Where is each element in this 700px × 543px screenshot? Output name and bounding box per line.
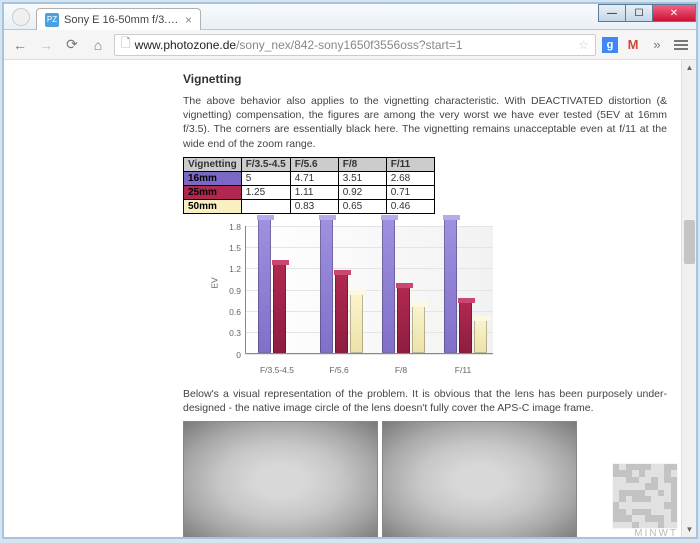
chart-bar xyxy=(320,219,333,353)
chart-ytick: 1.5 xyxy=(223,243,241,253)
chart-ytick: 0 xyxy=(223,350,241,360)
table-cell xyxy=(241,199,290,213)
vignetting-sample-image xyxy=(382,421,577,537)
chart-bar xyxy=(412,306,425,352)
browser-window: PZ Sony E 16-50mm f/3.5-5… × — ☐ ✕ ← → ⟳… xyxy=(2,2,698,539)
table-cell: 0.71 xyxy=(386,185,434,199)
table-cell: 0.65 xyxy=(338,199,386,213)
gmail-icon[interactable]: M xyxy=(624,36,642,54)
chart-bar xyxy=(474,320,487,353)
paragraph: The above behavior also applies to the v… xyxy=(183,94,667,151)
table-row-label: 25mm xyxy=(184,185,242,199)
article-content: Vignetting The above behavior also appli… xyxy=(169,60,681,537)
table-cell: 1.25 xyxy=(241,185,290,199)
section-heading: Vignetting xyxy=(183,72,667,86)
vertical-scrollbar[interactable]: ▲ ▼ xyxy=(681,60,696,537)
window-close-button[interactable]: ✕ xyxy=(652,4,696,22)
table-cell: 0.46 xyxy=(386,199,434,213)
vignetting-chart: EV 0 0.3 0.6 0.9 1.2 1.5 1.8 F/3.5-4.5F/5.6F/8… xyxy=(213,222,498,377)
window-minimize-button[interactable]: — xyxy=(598,4,626,22)
back-button[interactable]: ← xyxy=(10,35,30,55)
chart-bar xyxy=(397,287,410,352)
menu-icon[interactable] xyxy=(672,36,690,54)
scroll-down-arrow-icon[interactable]: ▼ xyxy=(682,522,696,537)
table-row: 16mm54.713.512.68 xyxy=(184,171,435,185)
table-cell: 0.92 xyxy=(338,185,386,199)
table-header-cell: F/5.6 xyxy=(290,157,338,171)
chart-ytick: 0.6 xyxy=(223,307,241,317)
chart-bar xyxy=(273,264,286,353)
table-cell: 1.11 xyxy=(290,185,338,199)
favicon-icon: PZ xyxy=(45,13,59,27)
window-maximize-button[interactable]: ☐ xyxy=(625,4,653,22)
chart-ytick: 0.3 xyxy=(223,328,241,338)
table-cell: 3.51 xyxy=(338,171,386,185)
chart-bar-group xyxy=(258,219,301,353)
url-domain: www.photozone.de xyxy=(135,38,236,52)
sample-image-block: 16mm f/3.5 xyxy=(183,421,378,537)
qr-watermark-icon xyxy=(612,463,678,529)
sample-image-block: 16mm f/11 xyxy=(382,421,577,537)
address-bar[interactable]: 🗋 www.photozone.de /sony_nex/842-sony165… xyxy=(114,34,596,56)
table-cell: 2.68 xyxy=(386,171,434,185)
table-header-cell: Vignetting xyxy=(184,157,242,171)
chart-ylabel: EV xyxy=(210,277,220,288)
chart-xtick: F/5.6 xyxy=(309,365,369,375)
chart-bar xyxy=(350,294,363,353)
chart-ytick: 1.8 xyxy=(223,222,241,232)
vignetting-sample-image xyxy=(183,421,378,537)
chart-ytick: 0.9 xyxy=(223,286,241,296)
chart-xtick: F/3.5-4.5 xyxy=(247,365,307,375)
sample-images-row: 16mm f/3.5 16mm f/11 xyxy=(183,421,667,537)
bookmark-star-icon[interactable]: ☆ xyxy=(578,38,589,52)
tab-close-icon[interactable]: × xyxy=(185,13,192,27)
table-header-cell: F/11 xyxy=(386,157,434,171)
watermark-text: MINWT xyxy=(634,528,678,539)
chart-bar-group xyxy=(320,219,363,353)
table-header-cell: F/8 xyxy=(338,157,386,171)
scroll-up-arrow-icon[interactable]: ▲ xyxy=(682,60,696,75)
scroll-thumb[interactable] xyxy=(684,220,695,264)
page-margin xyxy=(4,60,169,537)
browser-toolbar: ← → ⟳ ⌂ 🗋 www.photozone.de /sony_nex/842… xyxy=(4,30,696,60)
table-row-label: 50mm xyxy=(184,199,242,213)
reload-button[interactable]: ⟳ xyxy=(62,35,82,55)
chart-bar xyxy=(382,219,395,353)
table-row: 50mm 0.830.650.46 xyxy=(184,199,435,213)
window-titlebar: PZ Sony E 16-50mm f/3.5-5… × — ☐ ✕ xyxy=(4,4,696,30)
table-header-row: VignettingF/3.5-4.5F/5.6F/8F/11 xyxy=(184,157,435,171)
tab-strip: PZ Sony E 16-50mm f/3.5-5… × xyxy=(36,4,201,30)
table-header-cell: F/3.5-4.5 xyxy=(241,157,290,171)
table-row-label: 16mm xyxy=(184,171,242,185)
table-cell: 5 xyxy=(241,171,290,185)
chart-bar-group xyxy=(382,219,425,353)
globe-icon: 🗋 xyxy=(121,34,131,55)
paragraph: Below's a visual representation of the p… xyxy=(183,387,667,415)
table-row: 25mm1.251.110.920.71 xyxy=(184,185,435,199)
chart-plot-area xyxy=(245,226,493,354)
home-button[interactable]: ⌂ xyxy=(88,35,108,55)
vignetting-table: VignettingF/3.5-4.5F/5.6F/8F/11 16mm54.7… xyxy=(183,157,435,214)
chart-bar xyxy=(258,219,271,353)
viewport: Vignetting The above behavior also appli… xyxy=(4,60,696,537)
google-search-icon[interactable]: g xyxy=(602,37,618,53)
chart-ytick: 1.2 xyxy=(223,264,241,274)
chart-bar xyxy=(444,219,457,353)
tab-title: Sony E 16-50mm f/3.5-5… xyxy=(64,14,180,26)
url-path: /sony_nex/842-sony1650f3556oss?start=1 xyxy=(236,38,463,52)
chart-bar-group xyxy=(444,219,487,353)
forward-button[interactable]: → xyxy=(36,35,56,55)
window-controls: — ☐ ✕ xyxy=(599,4,696,22)
extensions-chevron-icon[interactable]: » xyxy=(648,36,666,54)
chart-xtick: F/11 xyxy=(433,365,493,375)
chart-xtick: F/8 xyxy=(371,365,431,375)
browser-tab[interactable]: PZ Sony E 16-50mm f/3.5-5… × xyxy=(36,8,201,30)
table-cell: 0.83 xyxy=(290,199,338,213)
table-cell: 4.71 xyxy=(290,171,338,185)
chart-bar xyxy=(459,302,472,352)
chart-bar xyxy=(335,274,348,353)
chrome-logo-icon xyxy=(12,8,30,26)
